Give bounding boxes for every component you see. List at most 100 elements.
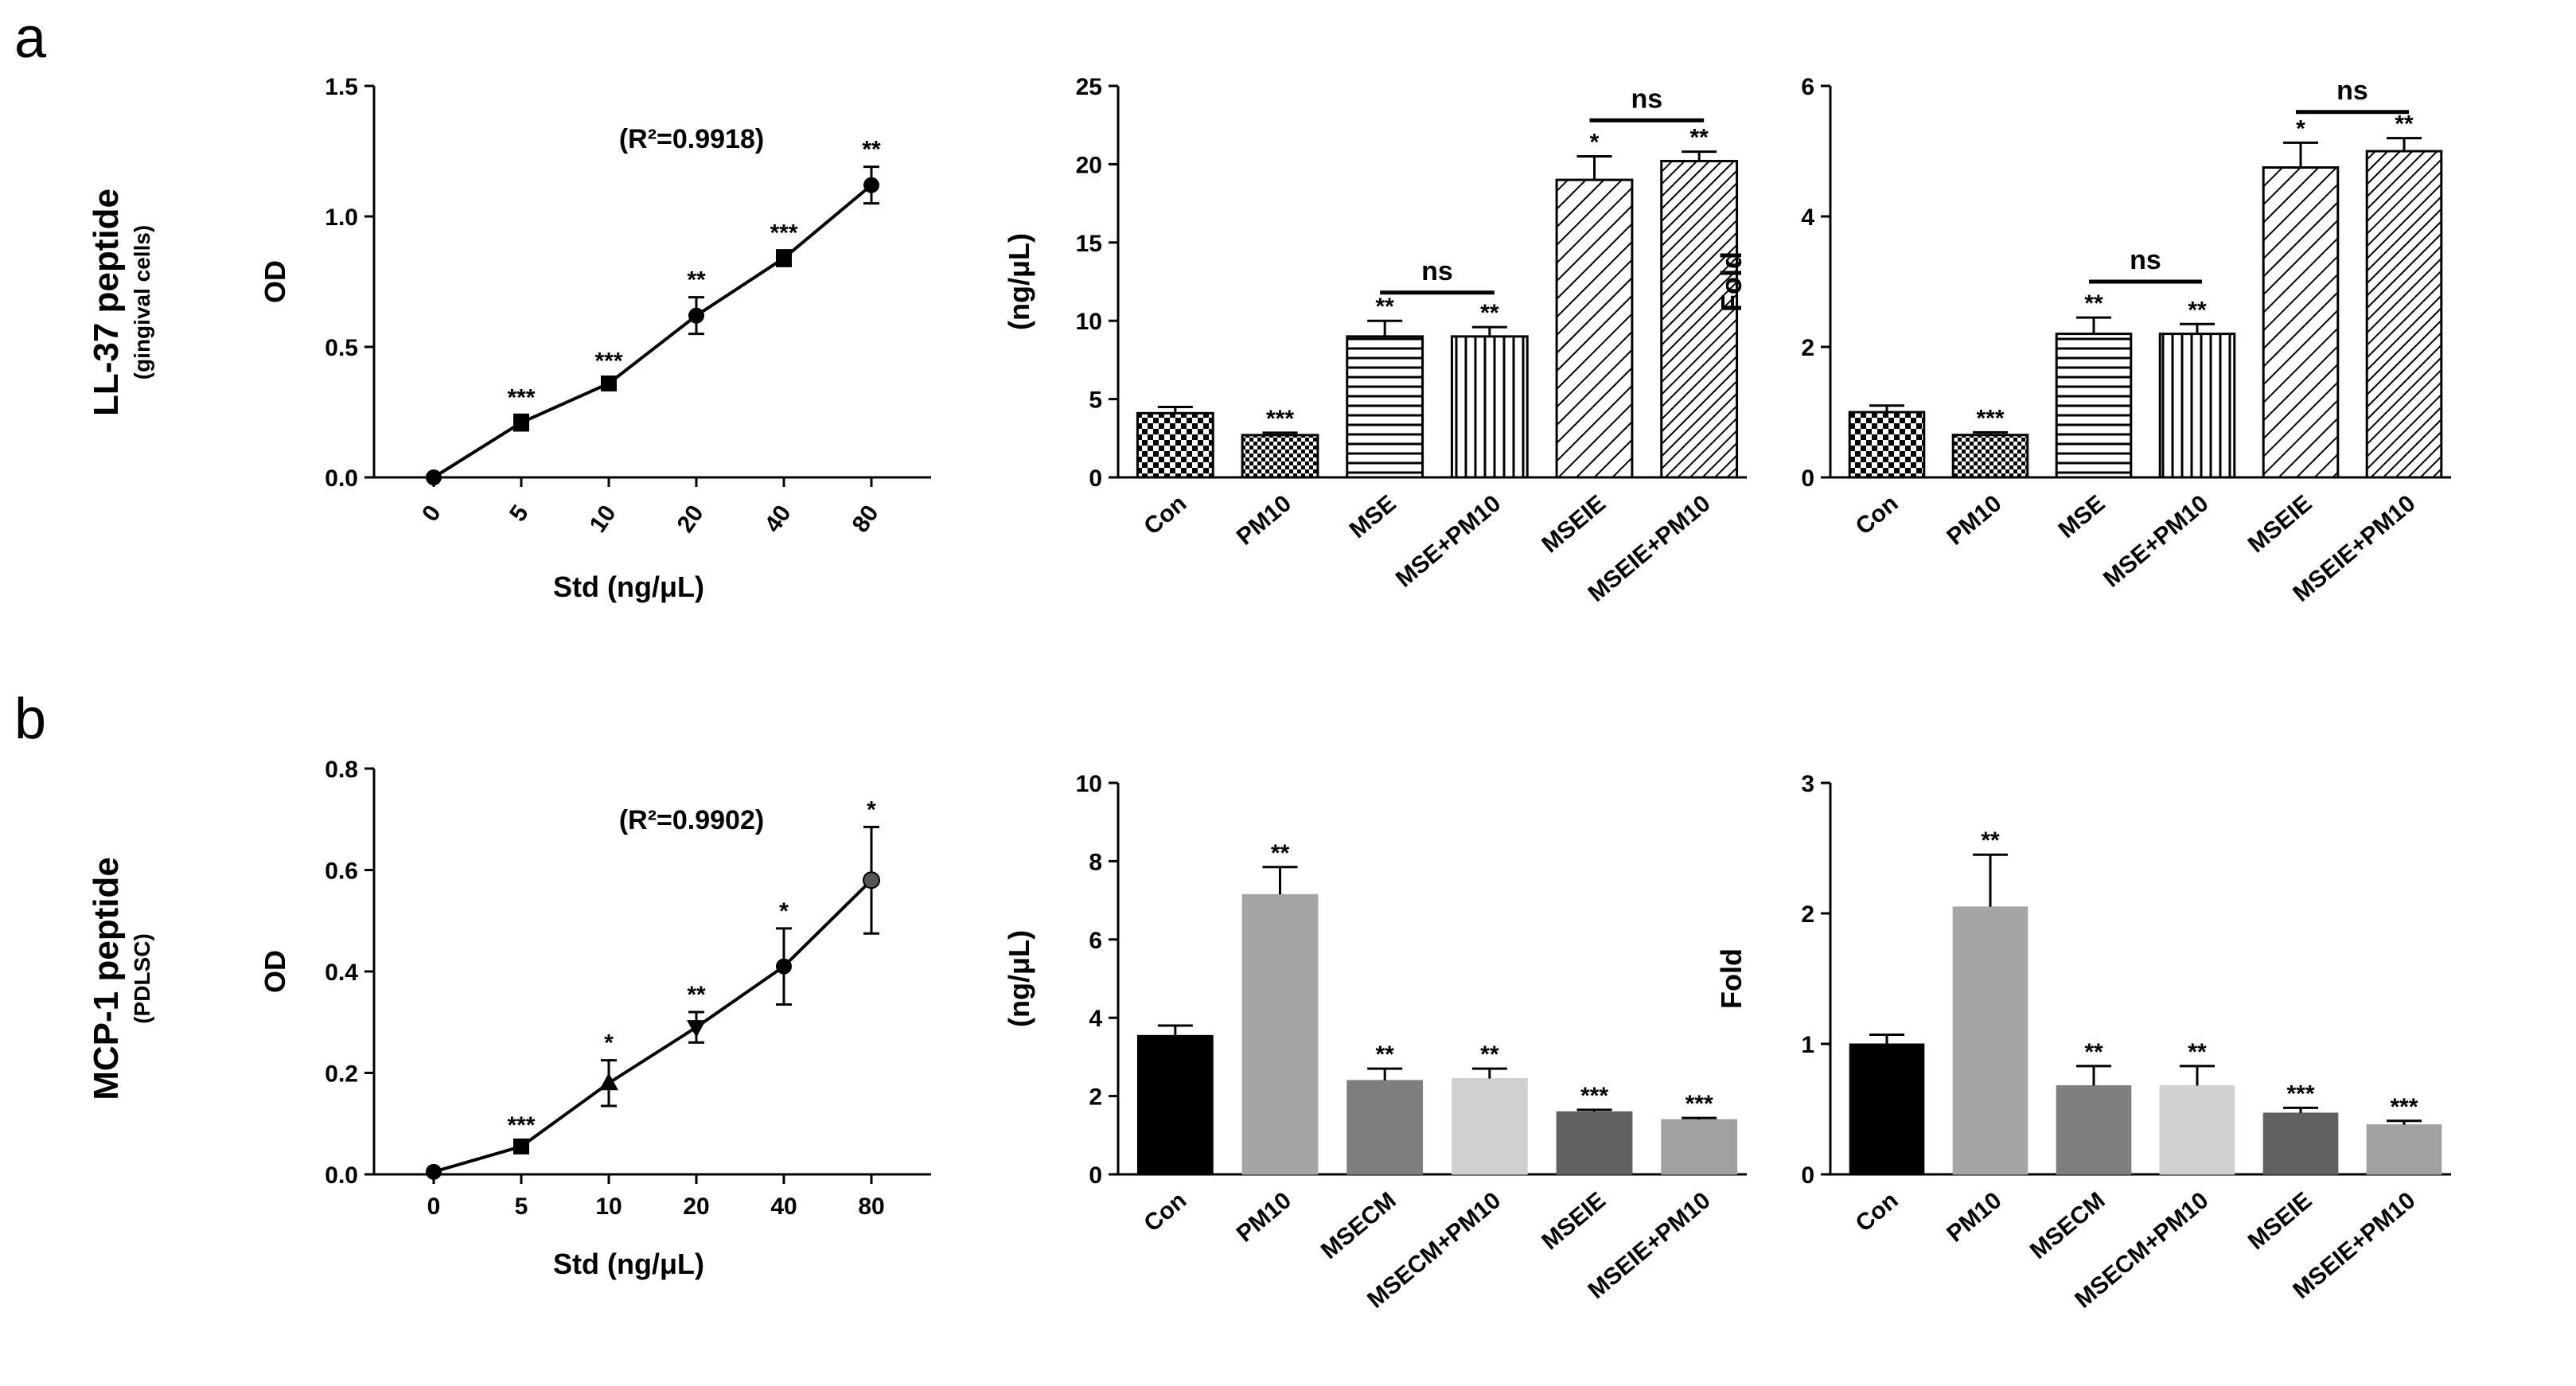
a3-ytick-label: 4 <box>1801 204 1814 231</box>
a1-xtick-label: 5 <box>505 500 534 527</box>
b2-ytick-label: 2 <box>1089 1084 1102 1111</box>
b3-category-label: PM10 <box>1942 1187 2006 1248</box>
b2-y-axis-label: (ng/μL) <box>1003 930 1035 1027</box>
a3-ytick-label: 6 <box>1801 74 1814 100</box>
b3-significance-label: *** <box>2286 1080 2314 1107</box>
b3-bar <box>2366 1124 2442 1175</box>
panel-letter-a: a <box>14 6 47 70</box>
chart-b2-ngul-bar-chart: 0246810(ng/μL)Con**PM10**MSECM**MSECM+PM… <box>1003 771 1747 1314</box>
b2-bar <box>1346 1080 1424 1175</box>
b1-xtick-label: 40 <box>770 1193 797 1220</box>
a1-data-point <box>513 415 529 431</box>
a3-category-label: MSE <box>2053 490 2110 543</box>
chart-a3-fold-bar-chart: 0 2 4 6 Fold Con *** PM10 ** MSE ** MSE+PM10 * MSEIE *… <box>1715 74 2451 607</box>
b1-y-axis-label: OD <box>259 950 291 993</box>
a2-ytick-label: 20 <box>1076 152 1102 178</box>
b3-significance-label: *** <box>2390 1094 2418 1120</box>
a1-significance-label: *** <box>507 384 535 411</box>
a1-xtick-label: 40 <box>760 500 797 537</box>
a3-ns-label: ns <box>2130 245 2161 275</box>
a1-data-point <box>601 375 617 391</box>
a2-ns-label: ns <box>1631 84 1662 114</box>
a2-bar <box>1450 335 1529 479</box>
a3-significance-label: * <box>2296 115 2305 142</box>
a3-y-axis-label: Fold <box>1715 251 1748 312</box>
b1-x-axis-label: Std (ng/μL) <box>553 1248 704 1280</box>
b2-category-label: PM10 <box>1232 1187 1296 1248</box>
b1-significance-label: * <box>604 1030 614 1057</box>
b1-xtick-label: 5 <box>515 1193 528 1220</box>
b1-ytick-label: 0.4 <box>325 960 358 986</box>
a2-bar <box>1241 434 1319 479</box>
row-b-title: MCP-1 peptide <box>87 857 126 1100</box>
a3-category-label: Con <box>1851 490 1904 540</box>
b3-ytick-label: 1 <box>1801 1032 1814 1058</box>
a1-series-line <box>432 184 873 479</box>
b1-xtick-label: 20 <box>683 1193 709 1220</box>
b3-category-label: MSEIE <box>2243 1187 2317 1255</box>
a1-significance-label: ** <box>862 137 881 163</box>
a3-bar <box>1951 434 2029 479</box>
b1-xtick-label: 0 <box>427 1193 441 1220</box>
b2-significance-label: ** <box>1375 1041 1394 1068</box>
a1-y-axis-label: OD <box>259 260 291 303</box>
a1-ytick-label: 0.5 <box>325 335 358 361</box>
b3-bar <box>2159 1084 2235 1175</box>
b1-data-point <box>599 1073 618 1091</box>
b3-category-label: Con <box>1851 1187 1904 1237</box>
b2-significance-label: *** <box>1580 1083 1608 1109</box>
b1-xtick-label: 10 <box>595 1193 622 1220</box>
a2-bar <box>1346 335 1424 479</box>
a2-bar <box>1660 159 1739 479</box>
b1-data-point <box>687 1020 706 1038</box>
b2-ytick-label: 10 <box>1076 771 1102 797</box>
b2-category-label: MSEIE <box>1537 1187 1611 1255</box>
b2-bar <box>1136 1034 1214 1175</box>
a2-category-label: MSE <box>1345 490 1401 543</box>
b2-category-label: Con <box>1139 1187 1191 1237</box>
b3-significance-label: ** <box>2084 1039 2103 1065</box>
a1-ytick-label: 1.0 <box>325 204 358 231</box>
a2-ytick-label: 10 <box>1076 309 1102 335</box>
b2-bar <box>1451 1077 1528 1175</box>
a3-bar <box>2055 333 2133 479</box>
a1-x-axis-label: Std (ng/μL) <box>553 570 704 603</box>
a2-significance-label: ** <box>1480 300 1499 326</box>
a3-category-label: MSE+PM10 <box>2099 490 2213 593</box>
b1-data-point <box>513 1138 529 1154</box>
b2-bar <box>1661 1119 1738 1175</box>
b3-significance-label: ** <box>1981 827 2000 854</box>
row-b-subtitle: (PDLSC) <box>130 933 154 1024</box>
a1-xtick-label: 80 <box>848 500 884 537</box>
a3-ytick-label: 2 <box>1801 335 1814 361</box>
a2-category-label: MSEIE <box>1537 490 1611 558</box>
a3-bar <box>2158 333 2236 479</box>
b2-category-label: MSECM <box>1316 1187 1401 1264</box>
b3-significance-label: ** <box>2188 1039 2207 1065</box>
b1-significance-label: ** <box>687 982 706 1008</box>
panel-letter-b: b <box>14 687 46 751</box>
a1-data-point <box>426 469 442 485</box>
a3-ytick-label: 0 <box>1801 465 1814 492</box>
a2-category-label: MSE+PM10 <box>1391 490 1506 593</box>
b2-bar <box>1556 1111 1633 1175</box>
b2-ytick-label: 0 <box>1089 1162 1102 1189</box>
a3-significance-label: ** <box>2084 290 2103 317</box>
a3-bar <box>1848 411 1926 479</box>
b1-ytick-label: 0.6 <box>325 858 358 885</box>
a1-xtick-label: 10 <box>585 500 622 537</box>
b1-ytick-label: 0.2 <box>325 1061 358 1088</box>
a1-significance-label: *** <box>594 348 622 374</box>
a3-category-label: MSEIE <box>2243 490 2317 558</box>
b1-series-line <box>433 878 873 1174</box>
a2-ytick-label: 15 <box>1076 231 1102 257</box>
a2-ns-label: ns <box>1421 256 1453 286</box>
chart-b3-fold-bar-chart: 0123FoldCon**PM10**MSECM**MSECM+PM10***M… <box>1715 771 2451 1314</box>
a1-significance-label: ** <box>687 267 706 294</box>
a1-data-point <box>688 307 704 324</box>
b1-data-point <box>426 1163 442 1180</box>
chart-a2-ngul-bar-chart: 0510152025(ng/μL)Con***PM10**MSE**MSE+PM… <box>1003 74 1747 607</box>
b3-bar <box>2056 1084 2132 1175</box>
